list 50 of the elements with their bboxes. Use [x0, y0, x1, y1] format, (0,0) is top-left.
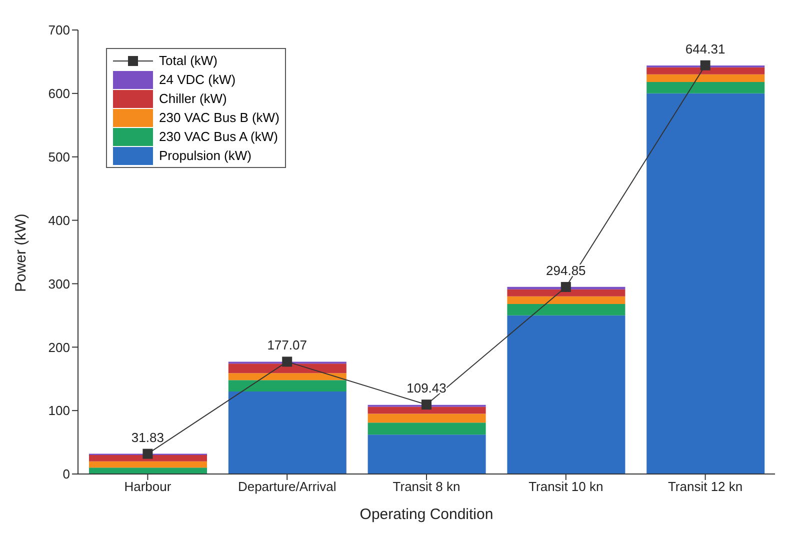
bar — [507, 315, 626, 474]
legend-label: Propulsion (kW) — [159, 148, 252, 163]
bar — [507, 286, 626, 290]
x-tick-label: Transit 8 kn — [392, 479, 460, 494]
bar — [646, 82, 765, 94]
x-axis-title: Operating Condition — [360, 506, 494, 523]
bar — [507, 296, 626, 304]
bar — [368, 422, 486, 435]
data-label: 31.83 — [131, 430, 164, 445]
y-axis-title: Power (kW) — [12, 214, 30, 292]
bar — [646, 93, 765, 474]
point — [700, 60, 710, 70]
legend-label: 24 VDC (kW) — [159, 72, 236, 87]
data-label: 644.31 — [685, 41, 726, 56]
point — [422, 400, 432, 410]
bar — [368, 414, 486, 423]
bar — [89, 461, 207, 468]
x-tick-label: Transit 10 kn — [528, 479, 604, 494]
point — [282, 356, 292, 367]
legend-label: Total (kW) — [159, 53, 218, 68]
bar — [89, 454, 207, 462]
legend-label: 230 VAC Bus B (kW) — [159, 110, 280, 125]
legend-label: 230 VAC Bus A (kW) — [159, 129, 278, 144]
y-tick-label: 600 — [48, 86, 70, 102]
data-label: 109.43 — [406, 380, 446, 396]
bar — [89, 468, 207, 474]
bar — [228, 392, 346, 474]
y-tick-label: 300 — [48, 276, 70, 292]
bar — [507, 304, 626, 316]
y-tick-label: 400 — [48, 212, 70, 228]
y-tick-label: 200 — [48, 340, 70, 355]
bar — [368, 406, 486, 414]
bar — [228, 373, 346, 380]
legend-label: Chiller (kW) — [159, 91, 227, 106]
bar — [646, 74, 765, 82]
bar — [507, 289, 626, 296]
y-tick-label: 700 — [48, 22, 70, 38]
x-tick-label: Harbour — [124, 479, 172, 494]
point — [142, 448, 153, 459]
bar — [368, 434, 486, 474]
bar — [646, 67, 765, 74]
x-tick-label: Departure/Arrival — [238, 479, 336, 494]
point — [560, 282, 571, 292]
y-tick-label: 100 — [48, 403, 70, 418]
y-tick-label: 500 — [48, 149, 70, 164]
x-tick-label: Transit 12 kn — [668, 479, 743, 494]
bar — [228, 364, 346, 374]
y-tick-label: 0 — [62, 466, 70, 482]
data-label: 177.07 — [267, 338, 307, 353]
bar — [228, 380, 346, 392]
